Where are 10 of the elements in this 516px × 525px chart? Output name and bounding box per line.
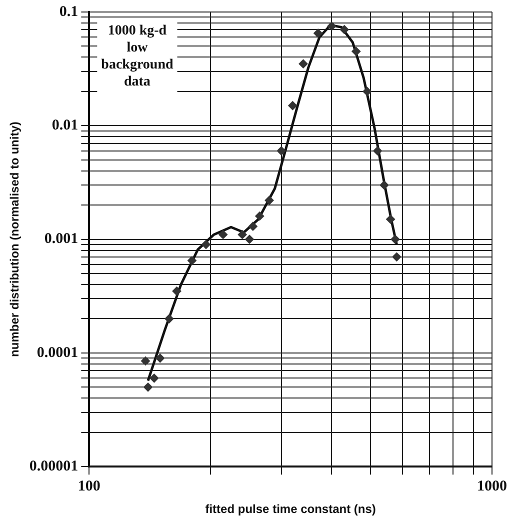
- y-tick-label: 0.1: [59, 4, 78, 20]
- x-axis-title: fitted pulse time constant (ns): [205, 502, 376, 516]
- y-tick-label: 0.01: [52, 118, 78, 134]
- x-tick-label: 1000: [477, 478, 507, 494]
- x-tick-label: 100: [78, 478, 100, 494]
- y-tick-label: 0.0001: [36, 344, 78, 361]
- annotation: 1000 kg-d low background data: [101, 24, 174, 90]
- y-tick-label: 0.00001: [29, 458, 78, 474]
- y-tick-label: 0.001: [44, 231, 78, 248]
- y-axis-title: number distribution (normalised to unity): [8, 122, 22, 357]
